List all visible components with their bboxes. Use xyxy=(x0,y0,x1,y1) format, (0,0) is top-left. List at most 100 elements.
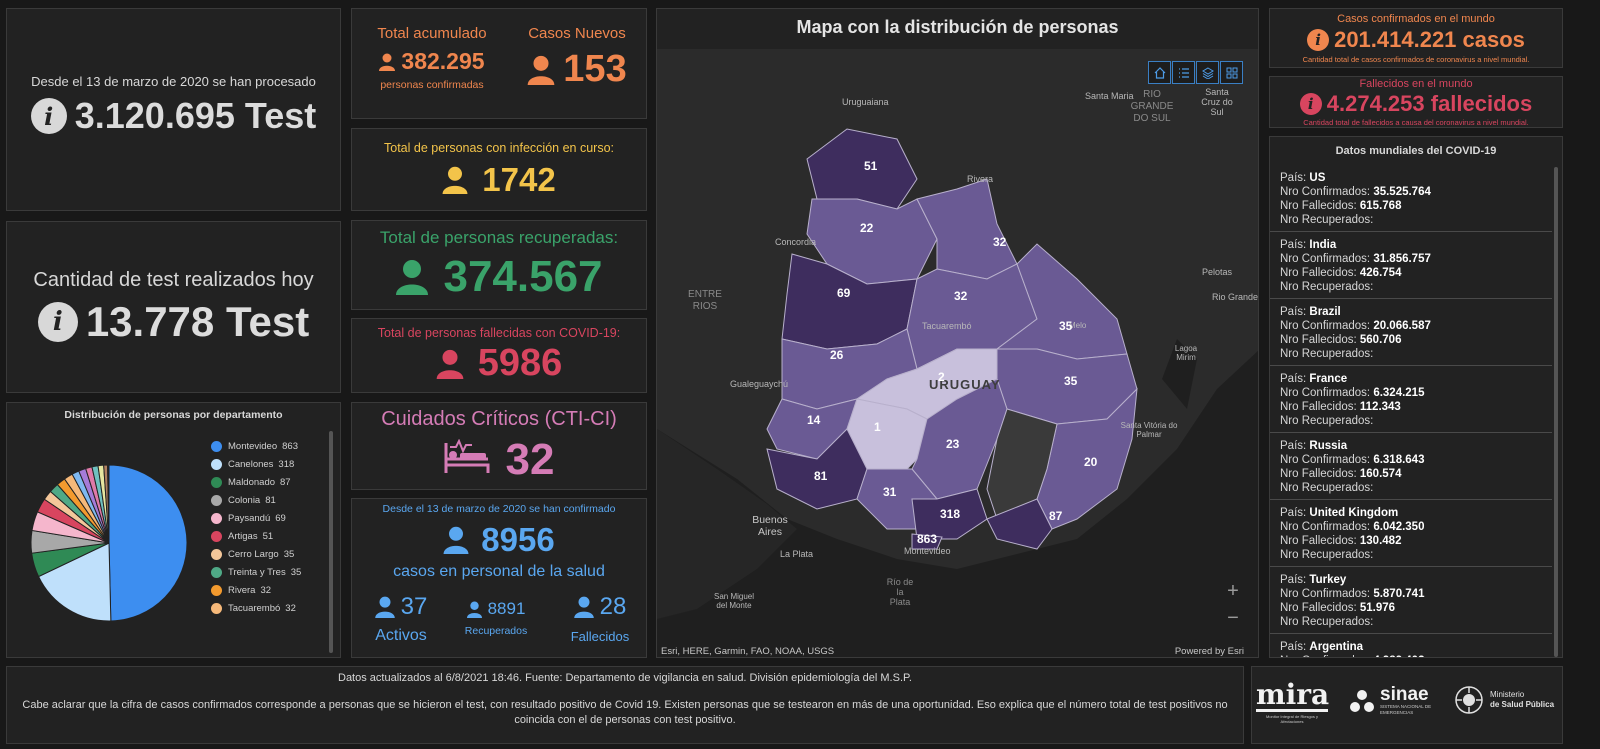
legend-swatch xyxy=(211,512,222,524)
legend-item[interactable]: Maldonado 87 xyxy=(211,473,321,491)
pie-legend: Montevideo 863 Canelones 318 Maldonado 87 Colo… xyxy=(211,437,321,617)
world-deaths-panel: Fallecidos en el mundo i 4.274.253 falle… xyxy=(1269,76,1563,128)
world-item-label: País: xyxy=(1280,507,1310,519)
place-label: San Miguel del Monte xyxy=(713,592,755,610)
world-item-value: 6.042.350 xyxy=(1373,521,1425,533)
legend-swatch xyxy=(211,458,222,470)
person-icon xyxy=(443,526,469,554)
legend-item[interactable]: Montevideo 863 xyxy=(211,437,321,455)
layers-button[interactable] xyxy=(1196,61,1219,84)
place-label: Río de la Plata xyxy=(886,577,914,607)
person-icon xyxy=(374,596,395,618)
legend-label: Treinta y Tres xyxy=(228,566,286,578)
legend-button[interactable] xyxy=(1172,61,1195,84)
world-list-item[interactable]: País: United Kingdom Nro Confirmados: 6.0… xyxy=(1270,500,1552,567)
dept-value: 69 xyxy=(837,286,851,300)
legend-item[interactable]: Colonia 81 xyxy=(211,491,321,509)
legend-value: 35 xyxy=(290,566,302,578)
world-item-value: 51.976 xyxy=(1359,602,1396,614)
world-item-label: País: xyxy=(1280,239,1310,251)
legend-label: Paysandú xyxy=(228,512,271,524)
world-list-item[interactable]: País: Russia Nro Confirmados: 6.318.643 Nr… xyxy=(1270,433,1552,500)
person-icon xyxy=(442,166,468,194)
dept-value: 32 xyxy=(993,235,1007,249)
sinae-logo-subtitle: SISTEMA NACIONAL DE EMERGENCIAS xyxy=(1380,704,1432,715)
map-view[interactable]: Uruguaiana Santa Maria Santa Cruz do Sul… xyxy=(657,49,1259,657)
grid-icon xyxy=(1226,67,1237,78)
fallecidas-value: 5986 xyxy=(477,342,563,384)
place-label: Lagoa Mirim xyxy=(1174,344,1198,362)
salud-panel: Desde el 13 de marzo de 2020 se han conf… xyxy=(351,498,647,658)
map-attribution: Esri, HERE, Garmin, FAO, NOAA, USGS xyxy=(661,646,835,657)
dept-value: 35 xyxy=(1064,374,1078,388)
acumulado-panel: Total acumulado 382.295 personas confirm… xyxy=(351,8,647,119)
world-deaths-caption: Cantidad total de fallecidos a causa del… xyxy=(1303,117,1529,127)
salud-subtitle: casos en personal de la salud xyxy=(393,563,605,580)
legend-value: 318 xyxy=(278,458,295,470)
world-list-item[interactable]: País: US Nro Confirmados: 35.525.764 Nro F… xyxy=(1270,165,1552,232)
pie-slice[interactable] xyxy=(37,542,112,622)
zoom-out-button[interactable]: − xyxy=(1227,607,1239,629)
nuevos-title: Casos Nuevos xyxy=(528,25,626,42)
world-item-value: 160.574 xyxy=(1359,468,1402,480)
legend-item[interactable]: Tacuarembó 32 xyxy=(211,599,321,617)
legend-item[interactable]: Cerro Largo 35 xyxy=(211,545,321,563)
world-item-label: Nro Confirmados: xyxy=(1280,387,1374,399)
map-powered-by[interactable]: Powered by Esri xyxy=(1174,646,1244,657)
place-label: Rio Grande xyxy=(1212,292,1259,302)
zoom-in-button[interactable]: + xyxy=(1227,580,1239,602)
legend-scrollbar[interactable] xyxy=(329,431,333,653)
basemap-button[interactable] xyxy=(1220,61,1243,84)
world-item-label: Nro Confirmados: xyxy=(1280,655,1373,657)
dept-value: 318 xyxy=(940,507,961,521)
world-list-item[interactable]: País: France Nro Confirmados: 6.324.215 Nr… xyxy=(1270,366,1552,433)
msp-logo-line-2: de Salud Pública xyxy=(1490,700,1555,709)
pie-slice[interactable] xyxy=(108,464,188,622)
legend-swatch xyxy=(211,476,222,488)
person-icon xyxy=(527,55,555,85)
world-list-scrollbar[interactable] xyxy=(1554,167,1558,657)
dept-value: 20 xyxy=(1084,455,1098,469)
world-item-label: Nro Recuperados: xyxy=(1280,348,1374,360)
world-list-item[interactable]: País: Argentina Nro Confirmados: 4.989.40… xyxy=(1270,634,1552,657)
dept-value: 14 xyxy=(807,413,821,427)
world-item-value: France xyxy=(1309,373,1348,385)
logos-panel: mira Monitor Integral de Riesgos y Afect… xyxy=(1251,666,1563,744)
legend-item[interactable]: Artigas 51 xyxy=(211,527,321,545)
legend-label: Cerro Largo xyxy=(228,548,279,560)
legend-swatch xyxy=(211,566,222,578)
legend-item[interactable]: Treinta y Tres 35 xyxy=(211,563,321,581)
world-item-label: Nro Fallecidos: xyxy=(1280,535,1360,547)
salud-recuperados-label: Recuperados xyxy=(464,625,528,637)
dept-value: 31 xyxy=(883,485,897,499)
world-list[interactable]: País: US Nro Confirmados: 35.525.764 Nro F… xyxy=(1270,165,1552,657)
person-icon xyxy=(436,349,464,379)
world-list-item[interactable]: País: India Nro Confirmados: 31.856.757 Nr… xyxy=(1270,232,1552,299)
infeccion-title: Total de personas con infección en curso… xyxy=(384,140,614,155)
info-icon: i xyxy=(1299,92,1322,115)
tests-total-value: 3.120.695 Test xyxy=(74,95,317,136)
place-label: Rivera xyxy=(967,174,994,184)
world-item-value: Russia xyxy=(1309,440,1348,452)
salud-activos-label: Activos xyxy=(375,627,427,644)
legend-item[interactable]: Canelones 318 xyxy=(211,455,321,473)
world-item-label: Nro Fallecidos: xyxy=(1280,401,1360,413)
person-icon xyxy=(379,53,396,71)
legend-item[interactable]: Rivera 32 xyxy=(211,581,321,599)
world-item-label: Nro Fallecidos: xyxy=(1280,200,1360,212)
legend-item[interactable]: Paysandú 69 xyxy=(211,509,321,527)
home-button[interactable] xyxy=(1148,61,1171,84)
sinae-emblem-icon xyxy=(1350,689,1374,712)
hospital-bed-icon xyxy=(444,438,490,480)
world-item-value: 31.856.757 xyxy=(1373,253,1431,265)
tests-total-caption: Desde el 13 de marzo de 2020 se han proc… xyxy=(31,74,316,89)
info-icon: i xyxy=(30,98,67,134)
world-list-item[interactable]: País: Brazil Nro Confirmados: 20.066.587 N… xyxy=(1270,299,1552,366)
legend-label: Maldonado xyxy=(228,476,276,488)
msp-logo-line-1: Ministerio xyxy=(1490,690,1525,699)
dept-value: 1 xyxy=(874,420,881,434)
world-item-value: 20.066.587 xyxy=(1373,320,1431,332)
world-item-label: País: xyxy=(1280,440,1310,452)
legend-value: 35 xyxy=(283,548,295,560)
world-list-item[interactable]: País: Turkey Nro Confirmados: 5.870.741 Nr… xyxy=(1270,567,1552,634)
